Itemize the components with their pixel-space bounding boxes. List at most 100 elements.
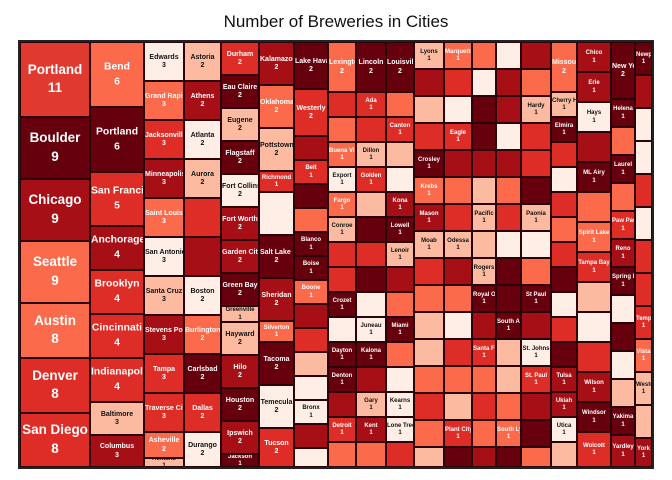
treemap-cell: Stevens Point3 xyxy=(144,315,184,354)
treemap-cell: Rogers 1 xyxy=(472,258,496,285)
city-name: Hilo xyxy=(233,363,247,371)
city-name: Belt xyxy=(305,164,317,171)
treemap-cell: Bronx 1 xyxy=(294,400,328,424)
brewery-count: 2 xyxy=(309,113,313,120)
treemap-cell: Weston1 xyxy=(635,372,652,405)
treemap-cell xyxy=(386,92,414,117)
brewery-count: 1 xyxy=(340,430,344,436)
city-name: Boone xyxy=(301,284,321,291)
cell-label: Indianapolis 4 xyxy=(91,367,143,394)
city-name: Santa Cruz xyxy=(145,287,183,295)
cell-label: Ukiah 1 xyxy=(552,397,576,411)
brewery-count: 1 xyxy=(162,463,166,467)
brewery-count: 3 xyxy=(162,257,166,264)
treemap-cell: Boise 1 xyxy=(294,256,328,280)
city-name: Lake Havasu City xyxy=(295,57,327,65)
city-name: Detroit xyxy=(332,422,352,429)
brewery-count: 3 xyxy=(162,140,166,147)
treemap-cell: Tucson 2 xyxy=(259,428,294,467)
treemap-cell xyxy=(356,267,386,292)
treemap-cell xyxy=(328,242,356,267)
cell-label: Austin 8 xyxy=(21,313,89,348)
city-name: Wilson xyxy=(584,379,604,386)
treemap-cell xyxy=(611,351,635,379)
treemap-cell: Cherry Hill1 xyxy=(551,92,577,117)
treemap-cell xyxy=(386,267,414,292)
brewery-count: 2 xyxy=(238,224,242,231)
treemap-cell xyxy=(444,366,472,393)
cell-label: Boone 1 xyxy=(295,285,327,299)
treemap-cell: Kalamazoo 2 xyxy=(259,42,294,85)
brewery-count: 1 xyxy=(482,299,486,305)
city-name: San Francisco xyxy=(91,185,144,197)
cell-label: Dillon 1 xyxy=(357,147,385,161)
brewery-count: 1 xyxy=(621,451,625,458)
brewery-count: 1 xyxy=(592,237,596,244)
treemap-cell xyxy=(551,342,577,367)
brewery-count: 2 xyxy=(274,300,279,307)
cell-label: Portland 6 xyxy=(91,126,143,153)
city-name: Utica xyxy=(556,422,572,429)
treemap-cell: Vista 1 xyxy=(635,339,652,372)
treemap-cell: South Austin1 xyxy=(496,312,521,339)
city-name: Tucson xyxy=(264,439,289,447)
treemap-cell xyxy=(496,258,521,285)
brewery-count: 2 xyxy=(238,158,242,165)
treemap-cell xyxy=(551,217,577,242)
brewery-count: 1 xyxy=(238,314,242,321)
treemap-cell: Paw Paw1 xyxy=(611,211,635,239)
city-name: Plant City xyxy=(445,426,472,433)
treemap-cell xyxy=(611,323,635,351)
city-name: Tempe xyxy=(636,315,652,322)
treemap-cell: Bend 6 xyxy=(90,42,144,107)
treemap-cell: ML Airy 1 xyxy=(577,162,611,192)
brewery-count: 1 xyxy=(369,155,373,161)
city-name: Spring Lake xyxy=(612,273,634,280)
treemap-cell xyxy=(414,339,444,366)
treemap-cell xyxy=(328,442,356,467)
cell-label: Hardy 1 xyxy=(522,102,550,116)
brewery-count: 3 xyxy=(162,218,166,225)
cell-label: Hays 1 xyxy=(578,110,610,124)
treemap-cell: Fort Worth 2 xyxy=(221,207,259,240)
treemap-cell xyxy=(328,392,356,417)
city-name: Lyons xyxy=(420,48,438,55)
brewery-count: 5 xyxy=(114,201,120,212)
treemap-cell: Fargo 1 xyxy=(328,192,356,217)
city-name: Asheville xyxy=(148,436,180,444)
city-name: Cincinnati xyxy=(91,322,143,334)
treemap-cell xyxy=(386,142,414,167)
brewery-count: 1 xyxy=(456,434,460,440)
cell-label: Eagle 1 xyxy=(445,129,471,143)
city-name: Weston xyxy=(636,381,651,388)
cell-label: Conroe 1 xyxy=(329,222,355,236)
treemap-cell: York 1 xyxy=(635,438,652,467)
treemap-cell: San Francisco 5 xyxy=(90,172,144,226)
cell-label: South Austin1 xyxy=(497,318,520,332)
treemap-cell xyxy=(577,312,611,342)
treemap-cell xyxy=(521,312,551,339)
treemap-cell: Windsor 1 xyxy=(577,402,611,432)
treemap-cell xyxy=(521,42,551,69)
city-name: Buena Vista xyxy=(329,147,355,154)
cell-label: Ashland 1 xyxy=(145,459,183,467)
treemap-cell: Green Bay 2 xyxy=(221,273,259,306)
cell-label: Paonia 1 xyxy=(522,210,550,224)
treemap-cell xyxy=(328,267,356,292)
city-name: Aurora xyxy=(191,170,214,178)
brewery-count: 1 xyxy=(398,205,402,211)
brewery-count: 1 xyxy=(641,323,646,329)
cell-label: Rogers 1 xyxy=(473,264,495,278)
city-name: Lowell xyxy=(390,222,410,229)
cell-label: Anchorage 4 xyxy=(91,235,143,262)
brewery-count: 1 xyxy=(534,299,538,305)
brewery-count: 3 xyxy=(162,335,166,342)
cell-label: Saint Louis 3 xyxy=(145,209,183,225)
cell-label: Yardley 1 xyxy=(612,444,634,458)
city-name: San Antonio xyxy=(145,248,184,256)
treemap-cell: Pottstown 2 xyxy=(259,128,294,171)
brewery-count: 3 xyxy=(162,413,166,420)
cell-label: Ada 1 xyxy=(357,97,385,111)
